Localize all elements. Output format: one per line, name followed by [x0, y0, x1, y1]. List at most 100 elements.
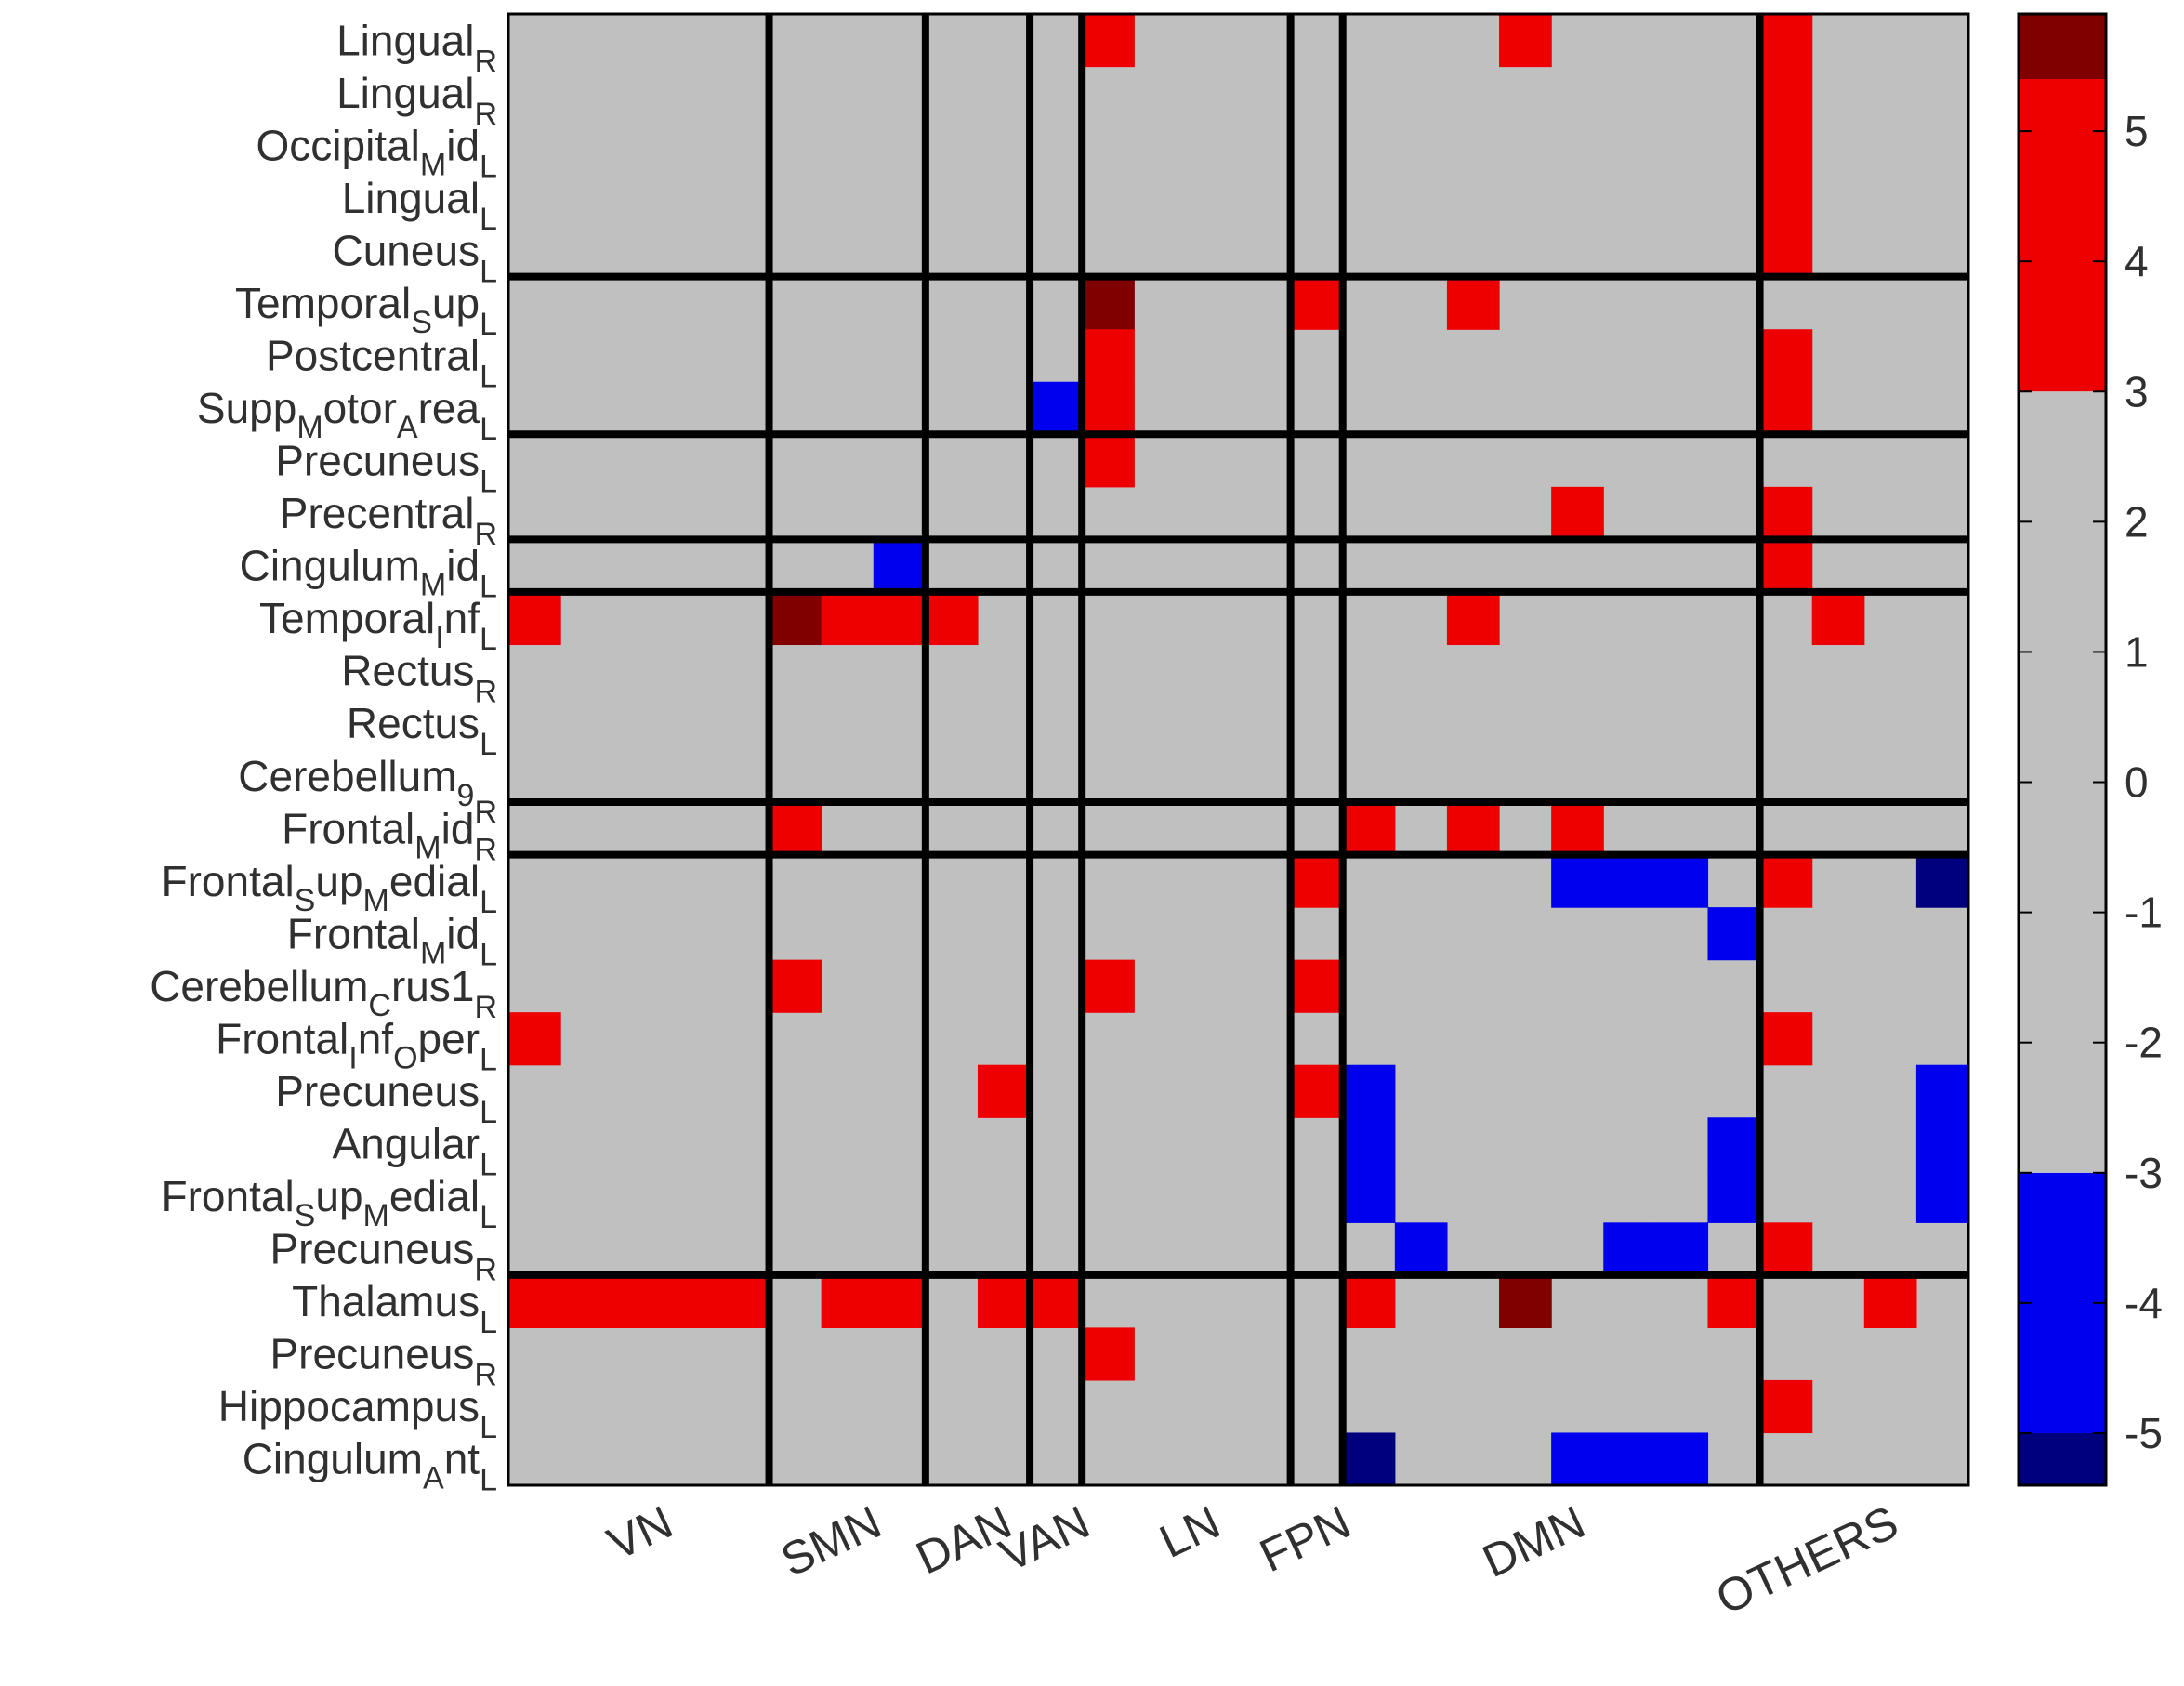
heatmap-cell [717, 1274, 770, 1328]
heatmap-cell [1446, 591, 1500, 646]
heatmap-cell [821, 1274, 875, 1328]
heatmap-cell [1499, 14, 1552, 68]
heatmap-cell [1394, 1222, 1448, 1276]
heatmap-cell [1290, 854, 1344, 908]
heatmap-cell [769, 802, 822, 856]
row-label: PrecuneusR [270, 1225, 497, 1288]
row-label: LingualL [342, 174, 497, 237]
heatmap-cell [508, 1274, 561, 1328]
heatmap-cell [873, 539, 927, 593]
heatmap-cell [1759, 1222, 1813, 1276]
row-label: RectusR [341, 647, 497, 710]
colorbar-tick-label: 0 [2125, 758, 2149, 807]
heatmap-cell [1342, 802, 1396, 856]
heatmap-cell [821, 591, 875, 646]
heatmap-cell [612, 1274, 665, 1328]
heatmap-cell [1551, 854, 1604, 908]
row-label: SuppMotorAreaL [197, 384, 497, 447]
row-label: FrontalSupMedialL [162, 1172, 497, 1235]
heatmap-cell [508, 591, 561, 646]
heatmap-cell [1759, 171, 1813, 225]
heatmap-cell [1759, 329, 1813, 383]
colorbar-tick-label: 4 [2125, 237, 2149, 285]
heatmap-cell [1655, 1222, 1709, 1276]
heatmap-cell [1915, 854, 1969, 908]
heatmap-cell [925, 591, 979, 646]
heatmap-cell [1707, 1169, 1761, 1223]
colorbar-tick-label: -5 [2125, 1409, 2163, 1457]
row-label: PrecuneusL [275, 1067, 497, 1130]
colorbar-tick-label: -4 [2125, 1279, 2163, 1327]
heatmap-cell [1082, 14, 1135, 68]
heatmap-cell [1030, 381, 1083, 435]
row-label: LingualR [336, 16, 497, 79]
heatmap-cell [1082, 276, 1135, 330]
heatmap-cell [1915, 1064, 1969, 1118]
heatmap-cell [1863, 1274, 1917, 1328]
heatmap-cell [769, 959, 822, 1013]
heatmap-cell [1759, 1379, 1813, 1434]
row-label: PrecuneusL [275, 437, 497, 500]
heatmap-cell [1082, 381, 1135, 435]
heatmap-cells [508, 14, 1969, 1486]
row-label: CuneusL [333, 226, 497, 289]
heatmap-cell [1759, 854, 1813, 908]
heatmap-cell [1551, 802, 1604, 856]
heatmap-cell [1446, 802, 1500, 856]
row-label: OccipitalMidL [257, 121, 497, 184]
colorbar-tick-label: 5 [2125, 107, 2149, 155]
colorbar-segment [2019, 79, 2106, 392]
colorbar-tick-label: 1 [2125, 627, 2149, 676]
row-label: Cerebellum9R [238, 752, 497, 830]
row-label: PrecuneusR [270, 1330, 497, 1393]
heatmap-cell [1030, 1274, 1083, 1328]
row-label: RectusL [347, 699, 497, 762]
heatmap-cell [1655, 1432, 1709, 1486]
network-label: LN [1151, 1495, 1228, 1568]
row-label: LingualR [336, 69, 497, 132]
colorbar: 5 4 3 2 1 0 -1 -2 -3 -4 -5 [2017, 12, 2163, 1487]
network-label: FPN [1252, 1495, 1358, 1582]
heatmap-cell [560, 1274, 613, 1328]
row-label: FrontalSupMedialL [162, 857, 497, 920]
colorbar-segment [2019, 1172, 2106, 1433]
heatmap-cell [977, 1064, 1031, 1118]
row-label: FrontalMidR [282, 804, 497, 867]
heatmap-cell [1551, 1432, 1604, 1486]
heatmap-cell [1082, 1327, 1135, 1381]
heatmap-cell [1759, 381, 1813, 435]
row-label: CerebellumCrus1R [150, 962, 497, 1025]
heatmap-cell [1603, 854, 1656, 908]
heatmap-cell [769, 591, 822, 646]
heatmap-cell [1290, 959, 1344, 1013]
network-label: DMN [1475, 1495, 1593, 1587]
heatmap-background [508, 14, 1968, 1485]
network-separators [508, 14, 1968, 1485]
colorbar-segment [2019, 14, 2106, 79]
colorbar-segment [2019, 1433, 2106, 1485]
heatmap-cell [1915, 1117, 1969, 1171]
network-label: OTHERS [1708, 1495, 1906, 1625]
heatmap-cell [1707, 1274, 1761, 1328]
heatmap-cell [1446, 276, 1500, 330]
heatmap-cell [1342, 1274, 1396, 1328]
row-label: TemporalSupL [235, 279, 497, 342]
heatmap-cell [1759, 539, 1813, 593]
heatmap-cell [1551, 486, 1604, 540]
heatmap-cell [1811, 591, 1865, 646]
heatmap-cell [1759, 66, 1813, 120]
heatmap-cell [1342, 1117, 1396, 1171]
row-label: CingulumMidL [240, 542, 497, 605]
network-label: VAN [992, 1495, 1097, 1582]
heatmap-cell [1342, 1169, 1396, 1223]
heatmap-cell [1082, 959, 1135, 1013]
heatmap-cell [1082, 329, 1135, 383]
row-label: HippocampusL [218, 1382, 497, 1445]
region-labels: LingualRLingualROccipitalMidLLingualLCun… [150, 16, 497, 1497]
row-label: FrontalMidL [287, 909, 497, 972]
row-label: PrecentralR [280, 489, 497, 552]
heatmap-cell [1603, 1432, 1656, 1486]
heatmap-cell [1759, 14, 1813, 68]
